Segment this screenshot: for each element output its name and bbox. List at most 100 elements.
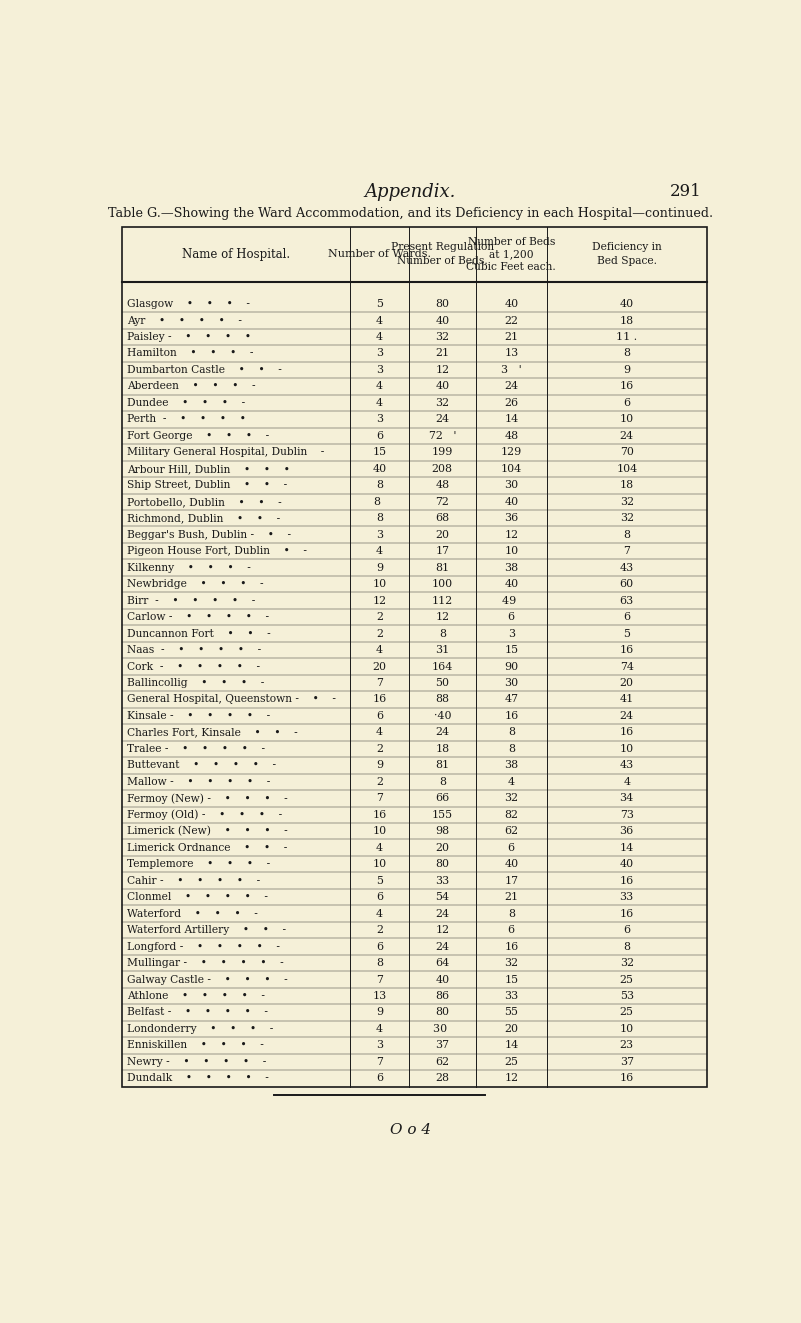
Text: Number of Beds: Number of Beds [468,237,555,247]
Text: 40: 40 [504,859,518,869]
Text: 11 .: 11 . [616,332,638,343]
Text: O o 4: O o 4 [390,1123,431,1136]
Text: 33: 33 [620,892,634,902]
Text: 62: 62 [435,1057,449,1066]
Text: 16: 16 [620,909,634,918]
Text: 16: 16 [620,728,634,737]
Text: 4: 4 [508,777,515,787]
Text: 22: 22 [505,315,518,325]
Text: 88: 88 [435,695,449,704]
Text: 8: 8 [376,513,383,523]
Text: Present Regulation: Present Regulation [391,242,494,253]
Text: 15: 15 [504,646,518,655]
Text: 10: 10 [620,1024,634,1035]
Text: 20: 20 [435,529,449,540]
Text: 15: 15 [504,975,518,984]
Text: Galway Castle -    •    •    •    -: Galway Castle - • • • - [127,975,288,984]
Text: 66: 66 [435,794,449,803]
Text: 32: 32 [504,958,518,968]
Text: 48: 48 [504,431,518,441]
Text: 32: 32 [620,513,634,523]
Text: 6: 6 [508,613,515,622]
Text: 16: 16 [504,710,518,721]
Text: 23: 23 [620,1040,634,1050]
Text: 3: 3 [376,1040,383,1050]
Text: 8: 8 [508,744,515,754]
Text: 291: 291 [670,184,702,200]
Text: 112: 112 [432,595,453,606]
Text: Richmond, Dublin    •    •    -: Richmond, Dublin • • - [127,513,280,523]
Text: 4: 4 [376,546,383,556]
Text: 4: 4 [376,909,383,918]
Text: 6: 6 [623,925,630,935]
Text: 7: 7 [376,677,383,688]
Text: Duncannon Fort    •    •    -: Duncannon Fort • • - [127,628,271,639]
Text: 80: 80 [435,299,449,310]
Text: 2: 2 [376,613,383,622]
Text: Ayr    •    •    •    •    -: Ayr • • • • - [127,315,242,325]
Text: 4: 4 [376,1024,383,1035]
Text: 32: 32 [620,958,634,968]
Text: ·40: ·40 [433,710,451,721]
Text: 41: 41 [620,695,634,704]
Text: 32: 32 [620,496,634,507]
Text: 81: 81 [435,562,449,573]
Text: 60: 60 [620,579,634,589]
Text: 73: 73 [620,810,634,820]
Text: 2: 2 [376,777,383,787]
Text: 70: 70 [620,447,634,458]
Text: 199: 199 [432,447,453,458]
Text: 20: 20 [435,843,449,853]
Text: 20: 20 [372,662,387,672]
Text: 4: 4 [376,332,383,343]
Text: 8: 8 [623,348,630,359]
Text: 6: 6 [376,431,383,441]
Text: 7: 7 [376,794,383,803]
Text: 6: 6 [623,613,630,622]
Text: Name of Hospital.: Name of Hospital. [182,247,290,261]
Text: 40: 40 [504,579,518,589]
Text: 8: 8 [439,628,446,639]
Text: 28: 28 [435,1073,449,1084]
Text: Limerick (New)    •    •    •    -: Limerick (New) • • • - [127,826,288,836]
Text: Deficiency in: Deficiency in [592,242,662,253]
Text: 12: 12 [435,365,449,374]
Text: 4: 4 [376,398,383,407]
Text: Waterford    •    •    •    -: Waterford • • • - [127,909,258,918]
Text: 24: 24 [504,381,518,392]
Text: 25: 25 [505,1057,518,1066]
Text: 40: 40 [620,299,634,310]
Text: 5: 5 [376,876,383,885]
Text: 2: 2 [376,925,383,935]
Text: Dundee    •    •    •    -: Dundee • • • - [127,398,245,407]
Text: 80: 80 [435,859,449,869]
Text: 26: 26 [504,398,518,407]
Text: 24: 24 [435,728,449,737]
Text: 6: 6 [376,1073,383,1084]
Text: 25: 25 [620,975,634,984]
Text: 21: 21 [435,348,449,359]
Text: 90: 90 [504,662,518,672]
Text: Carlow -    •    •    •    •    -: Carlow - • • • • - [127,613,269,622]
Text: 6: 6 [376,892,383,902]
Text: Clonmel    •    •    •    •    -: Clonmel • • • • - [127,892,268,902]
Text: 8: 8 [623,942,630,951]
Text: 14: 14 [620,843,634,853]
Text: 6: 6 [623,398,630,407]
Text: Mullingar -    •    •    •    •    -: Mullingar - • • • • - [127,958,284,968]
Text: 64: 64 [435,958,449,968]
Text: 2: 2 [376,628,383,639]
Text: Belfast -    •    •    •    •    -: Belfast - • • • • - [127,1008,268,1017]
Text: Tralee -    •    •    •    •    -: Tralee - • • • • - [127,744,265,754]
Text: 25: 25 [620,1008,634,1017]
Text: at 1,200: at 1,200 [489,249,533,259]
Text: 18: 18 [620,315,634,325]
Text: 24: 24 [620,431,634,441]
Text: 3: 3 [376,348,383,359]
Text: 3: 3 [376,365,383,374]
Text: 10: 10 [372,827,387,836]
Text: 47: 47 [505,695,518,704]
Text: 3   ': 3 ' [501,365,521,374]
Text: 40: 40 [504,299,518,310]
Text: 14: 14 [504,414,518,425]
